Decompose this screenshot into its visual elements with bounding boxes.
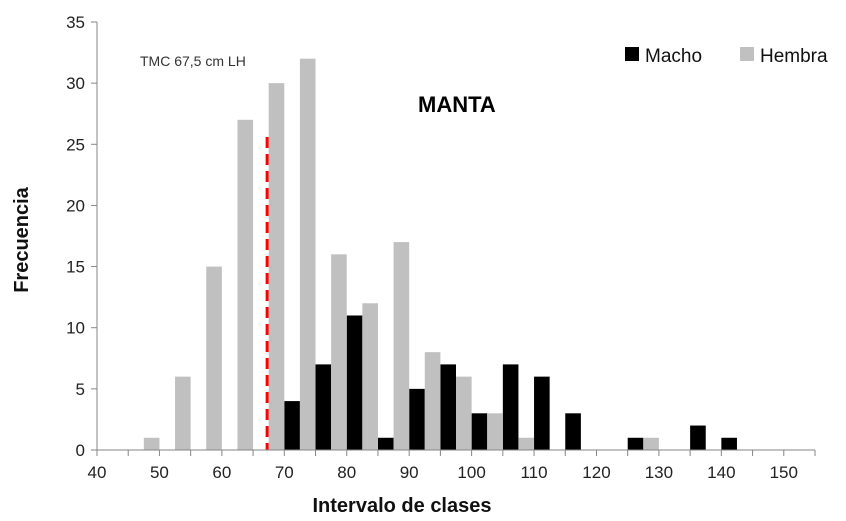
x-tick-label-70: 70 (275, 463, 294, 482)
bar-hembra-80 (331, 254, 347, 450)
x-tick-label-130: 130 (645, 463, 673, 482)
x-tick-label-80: 80 (337, 463, 356, 482)
x-tick-label-40: 40 (88, 463, 107, 482)
bars-layer (143, 58, 737, 450)
site-label: MANTA (418, 92, 496, 117)
x-tick-label-120: 120 (582, 463, 610, 482)
bar-macho-90 (409, 388, 425, 450)
bar-hembra-60 (206, 266, 222, 450)
bar-hembra-100 (456, 376, 472, 450)
bar-hembra-55 (175, 376, 191, 450)
bar-macho-125 (627, 437, 644, 450)
bar-hembra-110 (518, 437, 535, 450)
bar-macho-115 (565, 413, 581, 450)
bar-hembra-90 (393, 242, 410, 450)
legend-label-hembra: Hembra (760, 46, 828, 67)
bar-macho-140 (721, 437, 737, 450)
legend-swatch-hembra (740, 47, 754, 61)
legend: Macho Hembra (625, 46, 828, 67)
bar-macho-85 (377, 437, 394, 450)
x-tick-label-100: 100 (457, 463, 485, 482)
bar-hembra-65 (237, 119, 254, 450)
y-tick-label-20: 20 (66, 196, 85, 215)
x-tick-label-60: 60 (212, 463, 231, 482)
x-tick-label-140: 140 (707, 463, 735, 482)
bar-macho-75 (315, 364, 332, 450)
legend-label-macho: Macho (645, 46, 702, 67)
y-tick-label-10: 10 (66, 319, 85, 338)
bar-hembra-85 (362, 303, 378, 450)
y-tick-label-30: 30 (66, 74, 85, 93)
x-axis-title: Intervalo de clases (313, 495, 492, 517)
bar-hembra-50 (143, 437, 160, 450)
bar-hembra-130 (643, 437, 659, 450)
bar-macho-70 (284, 401, 300, 450)
bar-macho-95 (440, 364, 456, 450)
y-tick-label-25: 25 (66, 135, 85, 154)
y-tick-label-0: 0 (76, 441, 85, 460)
y-tick-label-5: 5 (76, 380, 85, 399)
bar-macho-100 (471, 413, 488, 450)
x-tick-label-90: 90 (400, 463, 419, 482)
x-tick-label-110: 110 (520, 463, 547, 482)
legend-swatch-macho (625, 47, 639, 61)
x-tick-label-50: 50 (150, 463, 169, 482)
y-tick-label-35: 35 (66, 13, 85, 32)
bar-hembra-70 (268, 83, 285, 450)
y-axis-title: Frecuencia (11, 186, 33, 292)
y-tick-label-15: 15 (66, 258, 85, 277)
bar-macho-110 (534, 376, 550, 450)
x-tick-label-150: 150 (770, 463, 798, 482)
axes-layer: 0 5 10 15 20 25 30 35 40 50 60 70 80 90 100 110 120 130 14… (66, 13, 816, 482)
bar-macho-135 (690, 425, 706, 450)
bar-hembra-105 (487, 413, 503, 450)
bar-macho-80 (346, 315, 363, 450)
bar-hembra-75 (299, 58, 316, 450)
bar-macho-105 (502, 364, 519, 450)
bar-hembra-95 (424, 352, 441, 450)
tmc-annotation: TMC 67,5 cm LH (140, 53, 246, 69)
